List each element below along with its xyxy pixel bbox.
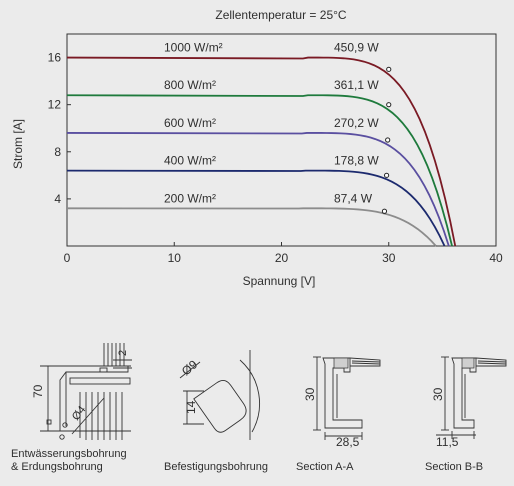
caption-mounting-hole: Befestigungsbohrung (164, 461, 268, 473)
series-label: 200 W/m² (164, 191, 216, 205)
technical-drawings: 2 70 Ø4 Ø9 14 30 (31, 343, 507, 449)
dim-14: 14 (184, 400, 198, 414)
section-b-seal (461, 357, 475, 369)
plot-area (66, 33, 497, 247)
y-tick-label: 4 (54, 192, 61, 206)
section-a-seal (333, 357, 349, 369)
caption-section-b: Section B-B (425, 461, 484, 473)
chart-title: Zellentemperatur = 25°C (215, 8, 347, 22)
y-axis-label: Strom [A] (11, 119, 25, 169)
drawing-section-b (436, 356, 507, 439)
series-label: 800 W/m² (164, 78, 216, 92)
y-tick-label: 12 (48, 98, 62, 112)
iv-curve-series-5 (66, 207, 437, 247)
x-axis-label: Spannung [V] (243, 274, 316, 288)
x-tick-label: 40 (489, 251, 503, 265)
dim-28-5: 28,5 (336, 435, 360, 449)
iv-curve-series-1 (66, 56, 457, 247)
x-tick-label: 20 (275, 251, 289, 265)
dim-70: 70 (31, 384, 45, 398)
drawing-mounting-hole (179, 350, 260, 440)
series-label: 600 W/m² (164, 116, 216, 130)
y-tick-label: 8 (54, 145, 61, 159)
power-label: 87,4 W (334, 191, 373, 205)
dim-30-b: 30 (431, 387, 445, 401)
y-tick-label: 16 (48, 51, 62, 65)
series-label: 1000 W/m² (164, 41, 223, 55)
x-tick-label: 30 (382, 251, 396, 265)
caption-section-a: Section A-A (296, 461, 354, 473)
dim-30-a: 30 (303, 387, 317, 401)
series-label: 400 W/m² (164, 154, 216, 168)
mpp-point (385, 137, 391, 143)
power-label: 450,9 W (334, 41, 379, 55)
mpp-point (384, 172, 390, 178)
iv-curve-series-3 (66, 132, 450, 247)
iv-curve-series-4 (66, 169, 446, 247)
drawing-drain-hole (40, 343, 132, 440)
mpp-point (386, 66, 392, 72)
dim-2: 2 (117, 350, 129, 356)
iv-curve-chart: Zellentemperatur = 25°C 0 10 20 30 40481216 … (11, 8, 503, 288)
iv-curve-series-2 (66, 94, 453, 247)
dim-phi9: Ø9 (179, 357, 201, 378)
power-label: 270,2 W (334, 116, 379, 130)
caption-drain-line-1: Entwässerungsbohrung (11, 448, 127, 460)
power-label: 178,8 W (334, 154, 379, 168)
drawing-section-a (313, 356, 381, 440)
caption-drain-line-2: & Erdungsbohrung (11, 461, 103, 473)
x-tick-label: 0 (64, 251, 71, 265)
mpp-point (386, 102, 392, 108)
x-tick-label: 10 (168, 251, 182, 265)
mpp-point (381, 208, 388, 214)
power-label: 361,1 W (334, 78, 379, 92)
dim-11-5: 11,5 (436, 435, 459, 449)
